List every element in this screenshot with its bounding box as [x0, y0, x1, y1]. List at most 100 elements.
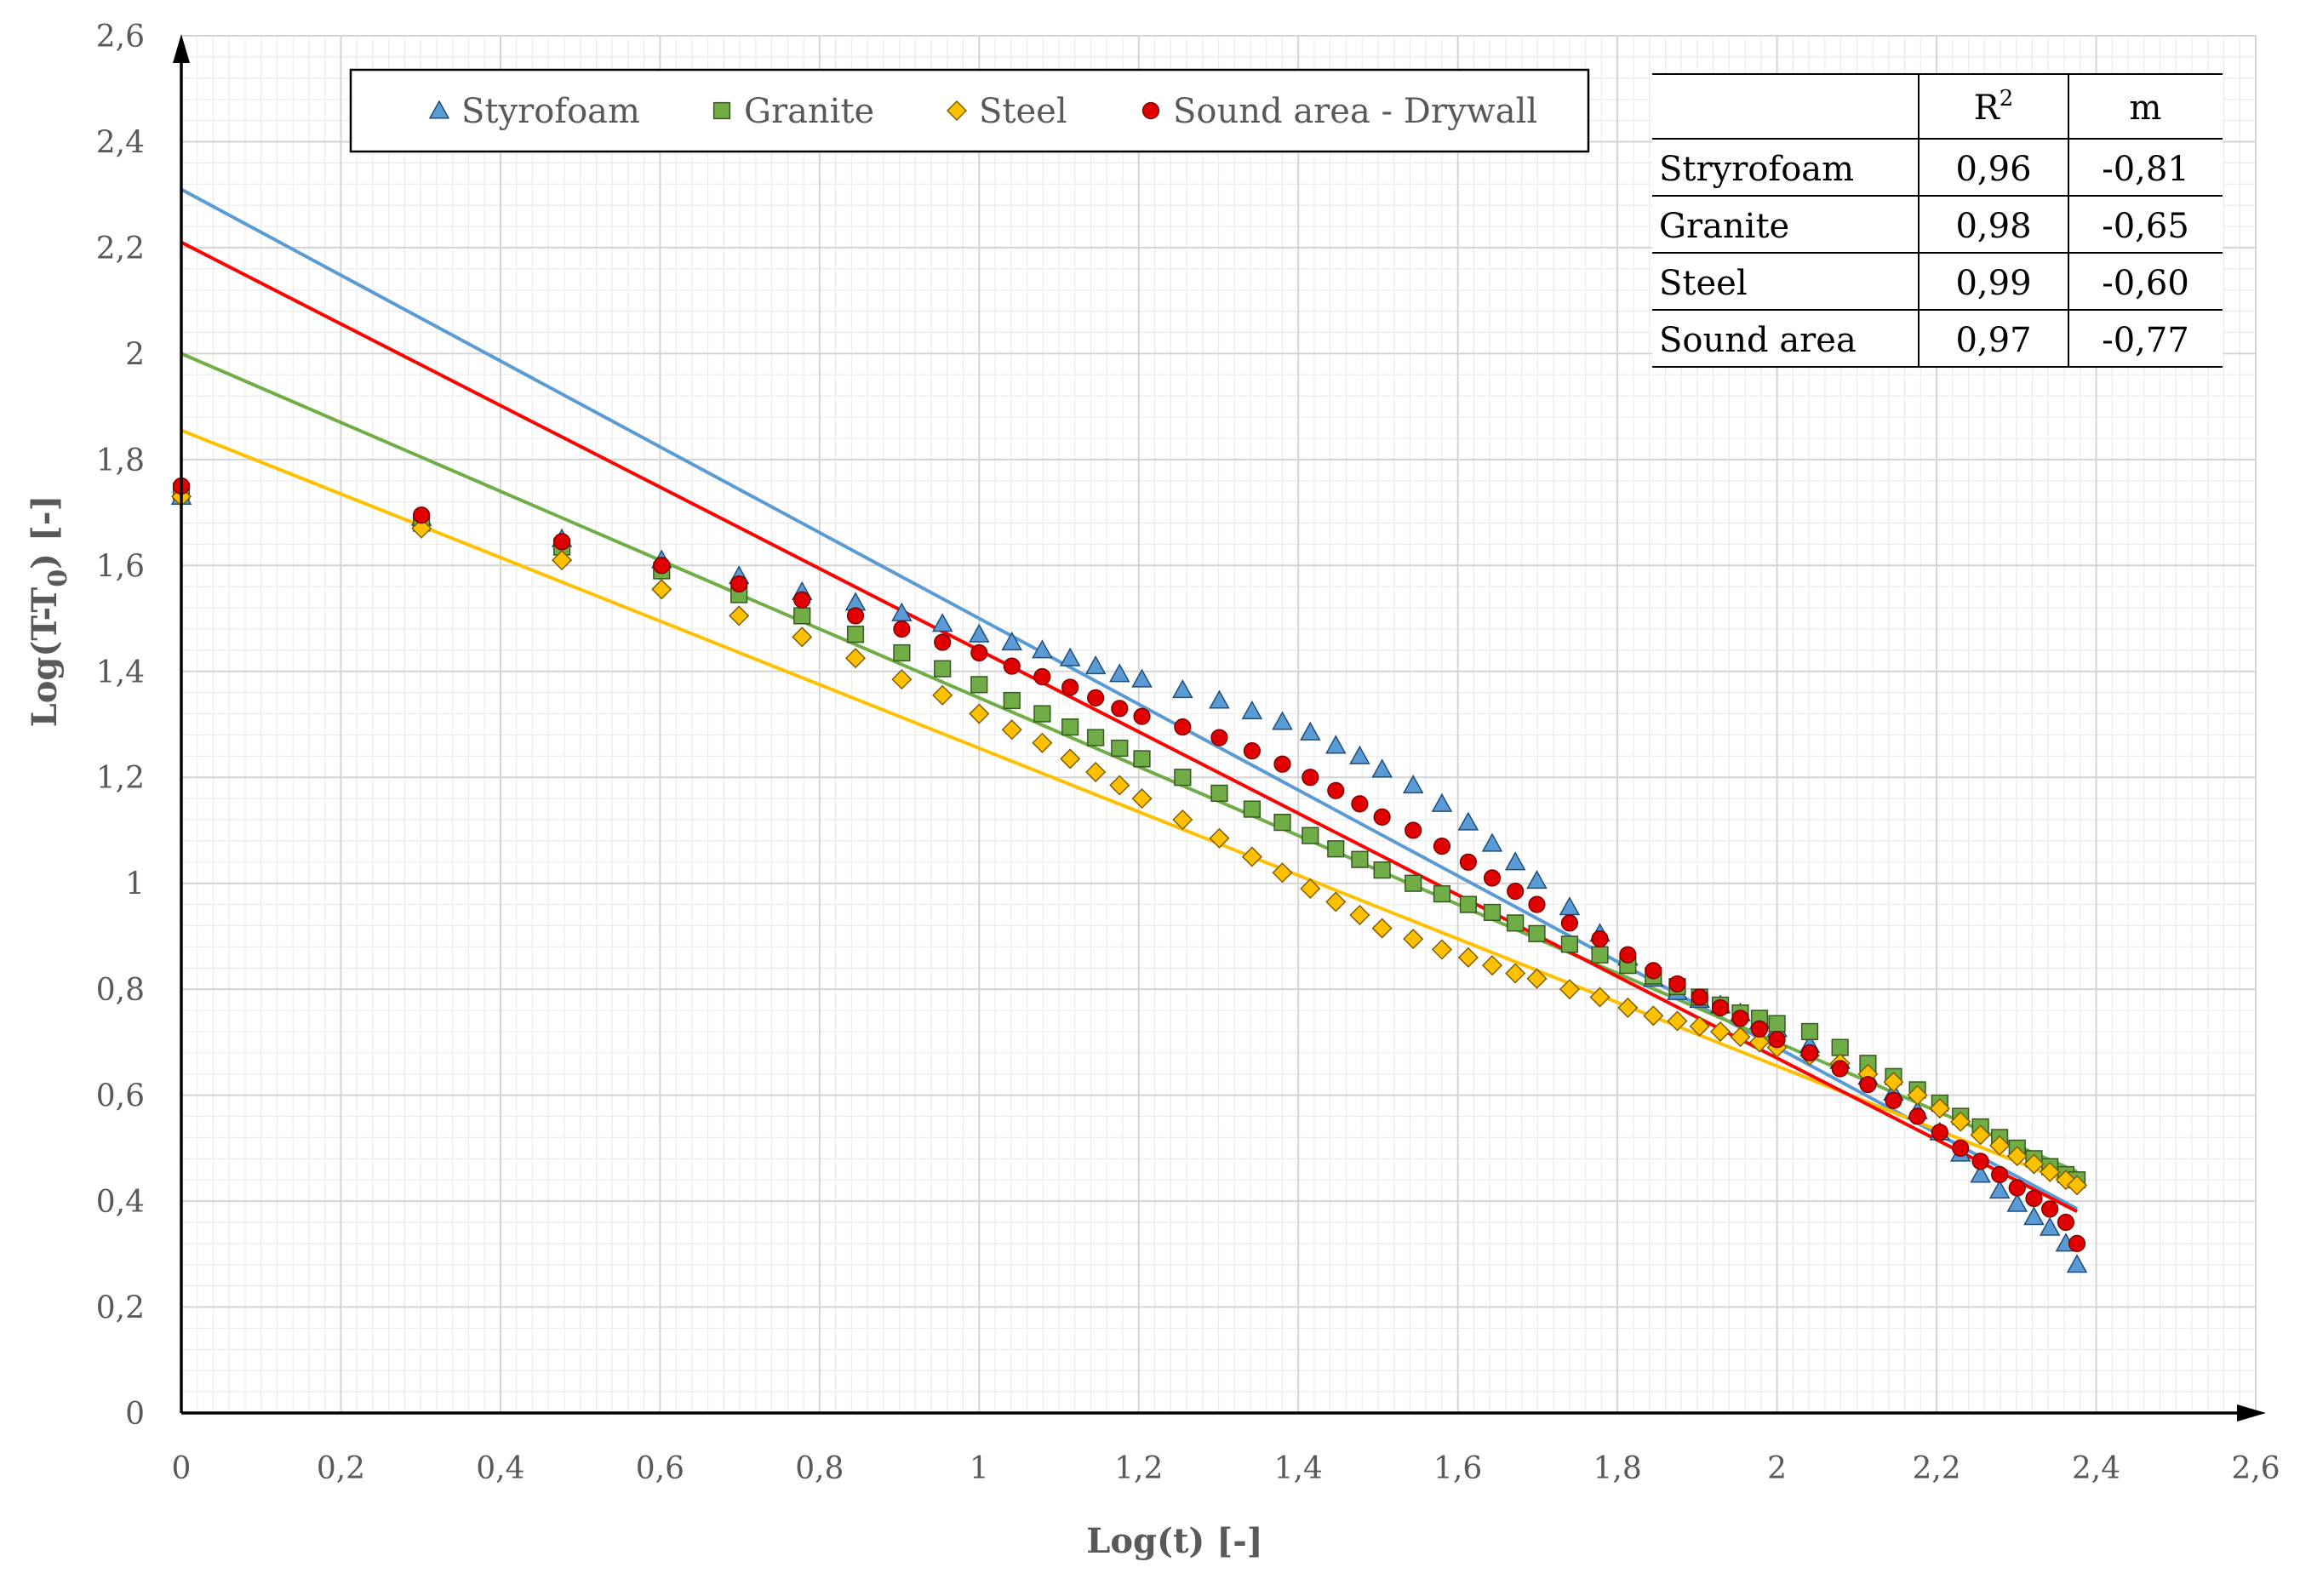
data-point: [1131, 788, 1153, 809]
y-tick-label: 1: [125, 867, 145, 902]
x-tick-label: 1: [970, 1451, 989, 1486]
data-point: [1273, 814, 1291, 832]
data-point: [1991, 1165, 2009, 1184]
data-point: [1619, 946, 1637, 964]
data-point: [1560, 914, 1579, 932]
data-point: [1172, 679, 1193, 699]
table-cell-material: Steel: [1659, 264, 1748, 303]
data-point: [1327, 781, 1345, 799]
data-point: [1645, 962, 1662, 980]
data-point: [1800, 1022, 1819, 1041]
data-point: [1405, 821, 1422, 839]
data-point: [1210, 784, 1228, 802]
x-tick-label: 2,4: [2072, 1451, 2120, 1486]
data-point: [1373, 808, 1391, 827]
data-point: [1300, 721, 1321, 741]
data-point: [846, 607, 865, 625]
data-point: [1003, 657, 1021, 675]
table-header-r2: R2: [1974, 86, 2014, 128]
table-cell-r2: 0,99: [1955, 264, 2031, 303]
data-point: [1526, 870, 1548, 890]
data-point: [1033, 705, 1051, 723]
data-point: [1084, 655, 1107, 675]
data-point: [2008, 1179, 2026, 1197]
data-point: [1768, 1031, 1786, 1049]
data-point: [1133, 707, 1151, 725]
table-cell-m: -0,60: [2102, 264, 2189, 303]
data-point: [2039, 1216, 2061, 1236]
data-point: [934, 633, 952, 651]
data-point: [1748, 1032, 1771, 1053]
data-point: [1483, 869, 1502, 887]
major-gridlines: [181, 35, 2257, 1413]
data-point: [1908, 1107, 1926, 1125]
x-tick-label: 2,6: [2231, 1451, 2280, 1486]
legend-marker: [1141, 101, 1160, 120]
data-point: [893, 620, 911, 638]
data-point: [1241, 846, 1262, 867]
data-point: [1001, 631, 1023, 651]
data-point: [1750, 1020, 1769, 1038]
legend: Styrofoam Granite Steel Sound area - Drywal…: [349, 68, 1590, 153]
table-cell-r2: 0,98: [1955, 207, 2031, 246]
y-tick-label: 1,6: [96, 549, 145, 584]
data-point: [1302, 769, 1319, 787]
data-point: [1403, 928, 1424, 950]
data-points: [170, 477, 2088, 1273]
fit-line-steel: [180, 428, 2078, 1187]
data-point: [1302, 827, 1319, 844]
data-point: [2006, 1146, 2028, 1167]
data-point: [1988, 1180, 2011, 1199]
x-axis-title: Log(t) [-]: [1086, 1521, 1262, 1561]
data-point: [1481, 955, 1503, 976]
data-point: [793, 607, 811, 625]
data-point: [1402, 775, 1424, 794]
y-axis-title-main: Log(T-T: [25, 587, 65, 728]
data-point: [1032, 639, 1053, 659]
data-point: [1731, 1010, 1749, 1027]
data-point: [1457, 947, 1479, 968]
series-steel: [170, 486, 2088, 1196]
data-point: [1405, 874, 1422, 892]
data-point: [1907, 1084, 1928, 1106]
data-point: [1929, 1098, 1950, 1119]
data-point: [1859, 1076, 1877, 1094]
data-point: [2057, 1213, 2075, 1232]
data-point: [1952, 1139, 1970, 1157]
minor-gridlines: [181, 36, 2256, 1413]
legend-item-styrofoam: Styrofoam: [428, 92, 640, 131]
data-point: [1800, 1044, 1819, 1061]
data-point: [1108, 663, 1130, 683]
data-point: [2066, 1175, 2088, 1196]
data-point: [1131, 668, 1153, 688]
data-point: [1371, 758, 1393, 778]
data-point: [1505, 963, 1526, 984]
data-point: [1971, 1153, 1989, 1170]
data-point: [2066, 1254, 2088, 1273]
data-point: [969, 623, 990, 643]
data-point: [1325, 891, 1347, 912]
y-tick-label: 0,4: [96, 1185, 145, 1220]
y-tick-label: 0,2: [96, 1291, 145, 1326]
data-point: [1003, 691, 1021, 710]
legend-item-sound: Sound area - Drywall: [1141, 92, 1537, 131]
x-tick-label: 0,6: [636, 1451, 684, 1486]
data-point: [1273, 755, 1291, 773]
data-point: [1349, 745, 1370, 764]
stats-table: R2 m Stryrofoam 0,96 -0,81 Granite 0,98 -0,65 St…: [1652, 73, 2223, 368]
data-point: [1711, 998, 1730, 1017]
axes: [173, 34, 2266, 1422]
data-point: [1032, 732, 1053, 753]
table-cell-material: Stryrofoam: [1659, 150, 1854, 189]
legend-item-steel: Steel: [946, 92, 1067, 131]
table-background: [1652, 74, 2223, 367]
data-point: [1087, 689, 1105, 706]
data-point: [1931, 1124, 1948, 1141]
data-point: [1210, 729, 1228, 747]
x-tick-label: 1,2: [1114, 1451, 1163, 1486]
data-point: [1111, 739, 1129, 758]
data-point: [1174, 769, 1192, 787]
x-axis-arrow: [2237, 1404, 2266, 1422]
data-point: [1243, 800, 1261, 818]
y-tick-labels: 0 0,2 0,4 0,6 0,8 1 1,2 1,4 1,6 1,8 2 2,2 2,4 2,6: [96, 20, 145, 1432]
